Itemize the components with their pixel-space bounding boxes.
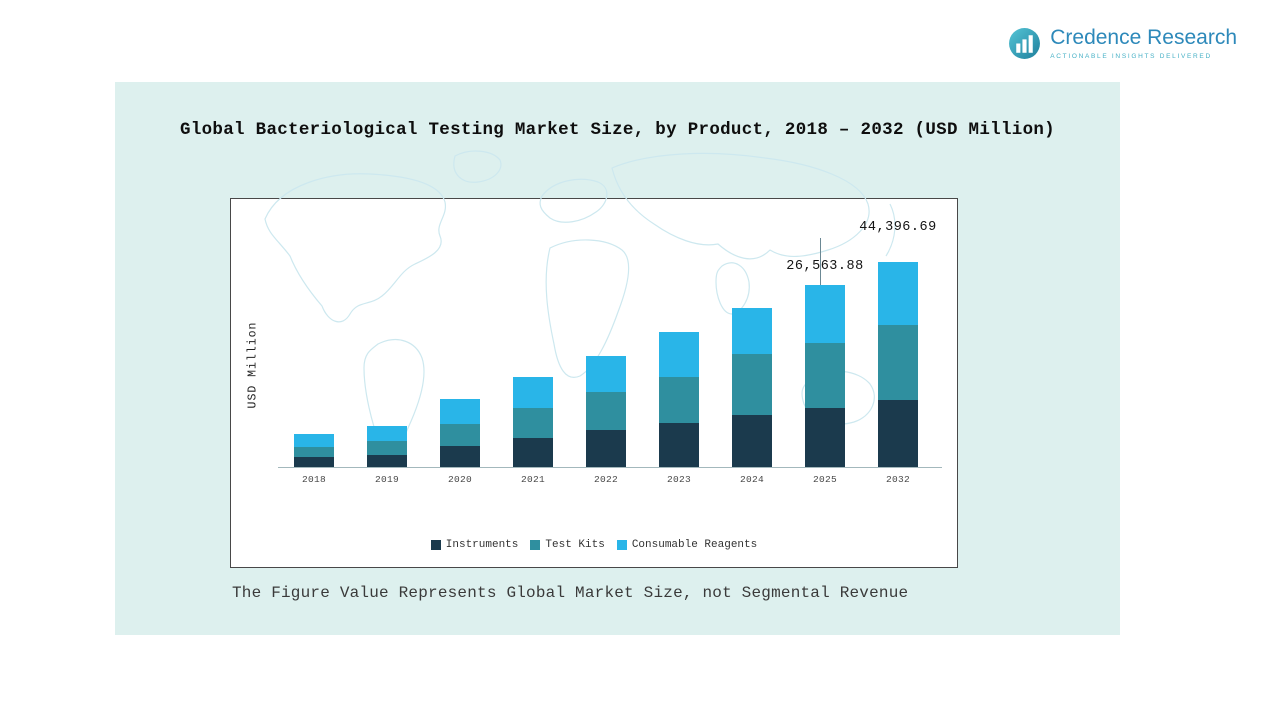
bar-2018 (294, 434, 334, 467)
segment-consumable-reagents-2032 (878, 262, 918, 325)
legend-item-instruments: Instruments (430, 539, 519, 551)
leader-line (820, 238, 821, 285)
segment-instruments-2025 (805, 408, 845, 467)
segment-instruments-2022 (586, 430, 626, 467)
x-tick-2022: 2022 (593, 474, 618, 485)
bar-2021 (513, 377, 553, 467)
x-tick-2024: 2024 (739, 474, 764, 485)
segment-test-kits-2021 (513, 408, 553, 438)
value-label-2025: 26,563.88 (786, 259, 864, 274)
segment-instruments-2019 (367, 455, 407, 467)
segment-instruments-2021 (513, 438, 553, 467)
segment-instruments-2023 (659, 423, 699, 467)
segment-consumable-reagents-2020 (440, 399, 480, 424)
segment-test-kits-2024 (732, 354, 772, 415)
x-tick-2019: 2019 (374, 474, 399, 485)
segment-test-kits-2023 (659, 377, 699, 423)
segment-consumable-reagents-2022 (586, 356, 626, 392)
legend-swatch-consumable-reagents (616, 540, 627, 550)
bar-2023 (659, 332, 699, 467)
segment-consumable-reagents-2024 (732, 308, 772, 354)
plot-area: USD Million 2018 2019 2020 2021 2022 2023 2024… (230, 198, 958, 568)
x-tick-2018: 2018 (301, 474, 326, 485)
x-axis-line (278, 467, 942, 468)
value-label-2032: 44,396.69 (859, 220, 937, 235)
x-tick-2025: 2025 (812, 474, 837, 485)
brand-logo: Credence Research Actionable Insights De… (1008, 27, 1237, 60)
segment-instruments-2020 (440, 446, 480, 467)
bar-2022 (586, 356, 626, 467)
segment-consumable-reagents-2021 (513, 377, 553, 408)
segment-consumable-reagents-2023 (659, 332, 699, 377)
segment-instruments-2018 (294, 457, 334, 467)
chart-panel: Global Bacteriological Testing Market Si… (115, 82, 1120, 635)
figure-note: The Figure Value Represents Global Marke… (232, 584, 909, 602)
legend-swatch-test-kits (530, 540, 541, 550)
legend: Instruments Test Kits Consumable Reagents (230, 539, 958, 551)
bar-2032 (878, 262, 918, 467)
y-axis-label: USD Million (246, 321, 260, 409)
bar-2020 (440, 399, 480, 467)
brand-tagline: Actionable Insights Delivered (1050, 52, 1212, 60)
brand-logo-icon (1008, 27, 1041, 60)
brand-text: Credence Research Actionable Insights De… (1050, 26, 1237, 60)
x-tick-2021: 2021 (520, 474, 545, 485)
legend-item-consumable-reagents: Consumable Reagents (616, 539, 758, 551)
bar-2024 (732, 308, 772, 467)
segment-test-kits-2019 (367, 441, 407, 455)
x-tick-2032: 2032 (885, 474, 910, 485)
segment-test-kits-2032 (878, 325, 918, 400)
legend-label-consumable-reagents: Consumable Reagents (631, 539, 758, 551)
segment-test-kits-2022 (586, 392, 626, 430)
segment-consumable-reagents-2019 (367, 426, 407, 441)
segment-test-kits-2020 (440, 424, 480, 446)
segment-consumable-reagents-2018 (294, 434, 334, 447)
bar-2025 (805, 285, 845, 467)
segment-instruments-2032 (878, 400, 918, 467)
bar-chart-icon (1009, 28, 1041, 59)
segment-test-kits-2025 (805, 343, 845, 408)
x-tick-2020: 2020 (447, 474, 472, 485)
x-tick-2023: 2023 (666, 474, 691, 485)
bar-2019 (367, 426, 407, 467)
legend-swatch-instruments (430, 540, 441, 550)
legend-label-test-kits: Test Kits (545, 539, 605, 551)
segment-test-kits-2018 (294, 447, 334, 457)
chart-title: Global Bacteriological Testing Market Si… (180, 120, 1055, 140)
brand-name: Credence Research (1050, 26, 1237, 50)
segment-instruments-2024 (732, 415, 772, 467)
segment-consumable-reagents-2025 (805, 285, 845, 343)
legend-item-test-kits: Test Kits (530, 539, 605, 551)
legend-label-instruments: Instruments (445, 539, 519, 551)
